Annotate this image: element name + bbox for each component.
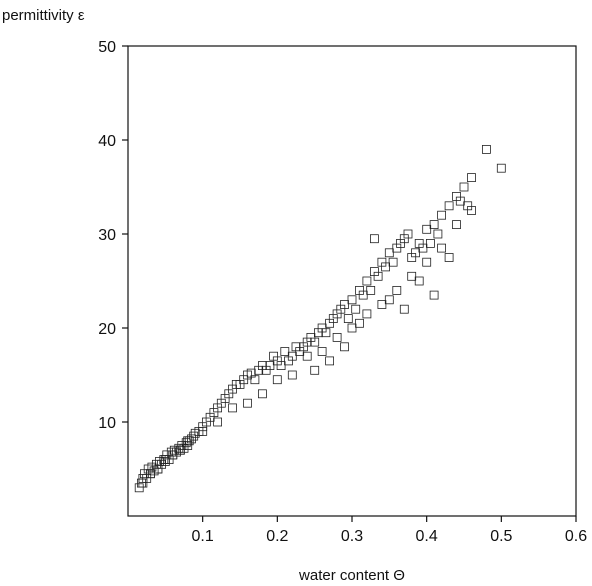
- data-point: [388, 257, 398, 267]
- data-point: [276, 361, 286, 371]
- x-tick-label: 0.5: [490, 528, 512, 545]
- x-tick-label: 0.4: [416, 528, 438, 545]
- data-point: [272, 375, 282, 385]
- data-point: [377, 300, 387, 309]
- data-points: [134, 144, 506, 493]
- data-point: [280, 347, 290, 356]
- data-point: [325, 356, 335, 366]
- data-point: [467, 206, 476, 215]
- data-point: [425, 238, 435, 248]
- data-point: [418, 243, 428, 253]
- data-point: [496, 163, 506, 173]
- data-point: [168, 450, 178, 460]
- data-point: [444, 201, 454, 211]
- data-point: [362, 276, 372, 286]
- data-point: [452, 220, 461, 230]
- y-tick-label: 40: [98, 133, 116, 150]
- data-point: [162, 450, 172, 460]
- y-axis-title: permittivity ε: [2, 7, 85, 24]
- data-point: [358, 290, 368, 300]
- data-point: [153, 464, 163, 474]
- data-point: [455, 196, 465, 206]
- data-point: [154, 457, 164, 466]
- data-point: [160, 455, 170, 465]
- y-tick-label: 20: [98, 321, 116, 338]
- data-point: [183, 436, 193, 446]
- data-point: [174, 443, 184, 453]
- data-point: [411, 248, 420, 258]
- data-point: [265, 361, 275, 371]
- data-point: [433, 229, 443, 239]
- y-tick-label: 30: [98, 227, 116, 244]
- data-point: [481, 144, 491, 154]
- data-point: [343, 314, 353, 324]
- data-point: [189, 431, 199, 441]
- data-point: [437, 243, 447, 253]
- data-point: [347, 295, 357, 305]
- data-point: [366, 285, 376, 295]
- data-point: [151, 459, 161, 469]
- data-point: [429, 220, 439, 230]
- data-point: [414, 276, 424, 286]
- x-tick-label: 0.3: [341, 528, 363, 545]
- data-point: [321, 328, 331, 338]
- plot-frame: [127, 45, 577, 517]
- data-point: [399, 304, 409, 314]
- data-point: [250, 375, 260, 385]
- data-point: [384, 295, 394, 305]
- data-point: [355, 318, 364, 328]
- data-point: [332, 332, 342, 342]
- data-point: [228, 403, 237, 413]
- y-axis-ticks: 10 20 30 40 50: [98, 39, 128, 432]
- data-point: [362, 309, 372, 319]
- data-point: [429, 290, 439, 300]
- data-point: [384, 248, 394, 258]
- x-axis-ticks: 0.1 0.2 0.3 0.4 0.5 0.6: [192, 516, 587, 545]
- data-point: [347, 323, 357, 333]
- data-point: [381, 262, 391, 272]
- y-tick-label: 50: [98, 39, 116, 56]
- data-point: [175, 445, 185, 455]
- x-tick-label: 0.6: [565, 528, 587, 545]
- x-axis-title: water content Θ: [298, 567, 405, 584]
- data-point: [145, 469, 155, 479]
- data-point: [257, 389, 267, 399]
- data-point: [302, 351, 312, 361]
- data-point: [169, 445, 179, 455]
- data-point: [422, 224, 432, 234]
- data-point: [467, 173, 476, 183]
- data-point: [310, 337, 320, 347]
- data-point: [340, 342, 349, 352]
- x-tick-label: 0.1: [192, 528, 214, 545]
- data-point: [459, 182, 469, 192]
- data-point: [403, 229, 413, 239]
- data-point: [287, 351, 297, 361]
- data-point: [407, 271, 417, 281]
- x-tick-label: 0.2: [266, 528, 288, 545]
- data-point: [213, 417, 223, 427]
- y-tick-label: 10: [98, 415, 116, 432]
- plot-area-border: [127, 45, 577, 517]
- data-point: [198, 426, 208, 436]
- data-point: [444, 253, 454, 262]
- data-point: [310, 365, 320, 375]
- data-point: [287, 370, 297, 380]
- data-point: [317, 347, 327, 356]
- data-point: [392, 285, 402, 295]
- data-point: [340, 300, 349, 309]
- data-point: [243, 398, 252, 408]
- data-point: [437, 210, 447, 220]
- data-point: [373, 271, 383, 281]
- data-point: [369, 234, 379, 244]
- data-point: [351, 304, 361, 314]
- data-point: [422, 257, 432, 267]
- data-point: [138, 478, 148, 488]
